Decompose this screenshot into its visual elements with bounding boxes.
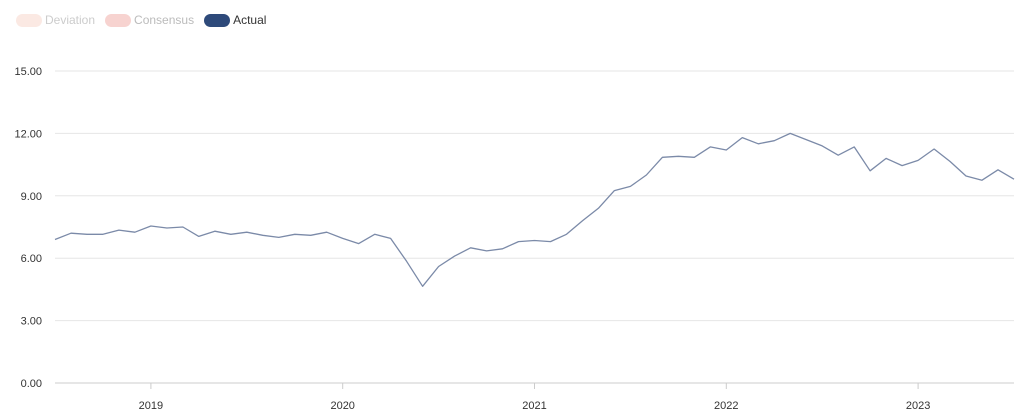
data-point	[677, 155, 679, 157]
legend-swatch-actual	[204, 13, 231, 27]
data-point	[597, 207, 599, 209]
series-line-actual	[54, 132, 1015, 287]
data-point	[725, 149, 727, 151]
data-point	[262, 234, 264, 236]
data-point	[469, 247, 471, 249]
data-point	[134, 231, 136, 233]
series-layer	[54, 132, 1015, 287]
grid-layer	[55, 70, 1014, 384]
data-point	[917, 159, 919, 161]
x-axis: 2019 2020 2021 2022 2023	[139, 383, 930, 412]
data-point	[629, 185, 631, 187]
data-point	[453, 255, 455, 257]
data-point	[342, 237, 344, 239]
data-point	[549, 240, 551, 242]
data-point	[86, 233, 88, 235]
x-tick-label: 2022	[714, 400, 738, 412]
data-point	[933, 148, 935, 150]
data-point	[230, 233, 232, 235]
data-point	[485, 250, 487, 252]
data-point	[981, 179, 983, 181]
data-point	[389, 237, 391, 239]
data-point	[1013, 178, 1015, 180]
data-point	[166, 227, 168, 229]
data-point	[565, 233, 567, 235]
data-point	[357, 242, 359, 244]
data-point	[102, 233, 104, 235]
y-tick-label: 6.00	[21, 253, 42, 265]
data-point	[661, 156, 663, 158]
data-point	[118, 229, 120, 231]
y-tick-label: 0.00	[21, 378, 42, 390]
data-point	[821, 145, 823, 147]
data-point	[757, 143, 759, 145]
data-point	[54, 238, 56, 240]
data-point	[805, 138, 807, 140]
data-point	[70, 232, 72, 234]
data-point	[613, 189, 615, 191]
legend-swatch-consensus	[105, 13, 132, 27]
legend-item-actual[interactable]: Actual	[204, 10, 266, 30]
data-point	[150, 225, 152, 227]
x-tick-label: 2020	[330, 400, 354, 412]
data-point	[741, 136, 743, 138]
x-tick-label: 2019	[139, 400, 163, 412]
legend-label-consensus: Consensus	[134, 13, 195, 27]
data-point	[198, 235, 200, 237]
data-point	[773, 139, 775, 141]
data-point	[997, 169, 999, 171]
data-point	[310, 234, 312, 236]
legend: Deviation Consensus Actual	[16, 10, 276, 30]
x-tick-label: 2023	[906, 400, 930, 412]
data-point	[789, 132, 791, 134]
x-tick-label: 2021	[522, 400, 546, 412]
data-point	[581, 220, 583, 222]
data-point	[837, 154, 839, 156]
data-point	[373, 233, 375, 235]
data-point	[294, 233, 296, 235]
legend-item-consensus[interactable]: Consensus	[105, 10, 194, 30]
data-point	[853, 146, 855, 148]
y-tick-label: 9.00	[21, 191, 42, 203]
data-point	[693, 156, 695, 158]
data-point	[517, 240, 519, 242]
data-point	[901, 164, 903, 166]
data-point	[965, 175, 967, 177]
legend-swatch-deviation	[16, 13, 42, 27]
legend-label-deviation: Deviation	[45, 13, 96, 27]
data-point	[326, 231, 328, 233]
data-point	[214, 230, 216, 232]
data-point	[533, 239, 535, 241]
y-tick-label: 12.00	[14, 128, 42, 140]
data-point	[501, 248, 503, 250]
data-point	[421, 285, 423, 287]
data-point	[869, 170, 871, 172]
data-point	[182, 226, 184, 228]
legend-label-actual: Actual	[233, 13, 267, 27]
y-tick-label: 15.00	[14, 66, 42, 78]
data-point	[709, 146, 711, 148]
legend-item-deviation[interactable]: Deviation	[16, 10, 95, 30]
data-point	[645, 174, 647, 176]
data-point	[246, 231, 248, 233]
y-axis: 15.00 12.00 9.00 6.00 3.00 0.00	[14, 66, 42, 390]
data-point	[278, 236, 280, 238]
data-point	[405, 260, 407, 262]
y-tick-label: 3.00	[21, 316, 42, 328]
data-point	[949, 160, 951, 162]
data-point	[437, 265, 439, 267]
data-point	[885, 157, 887, 159]
